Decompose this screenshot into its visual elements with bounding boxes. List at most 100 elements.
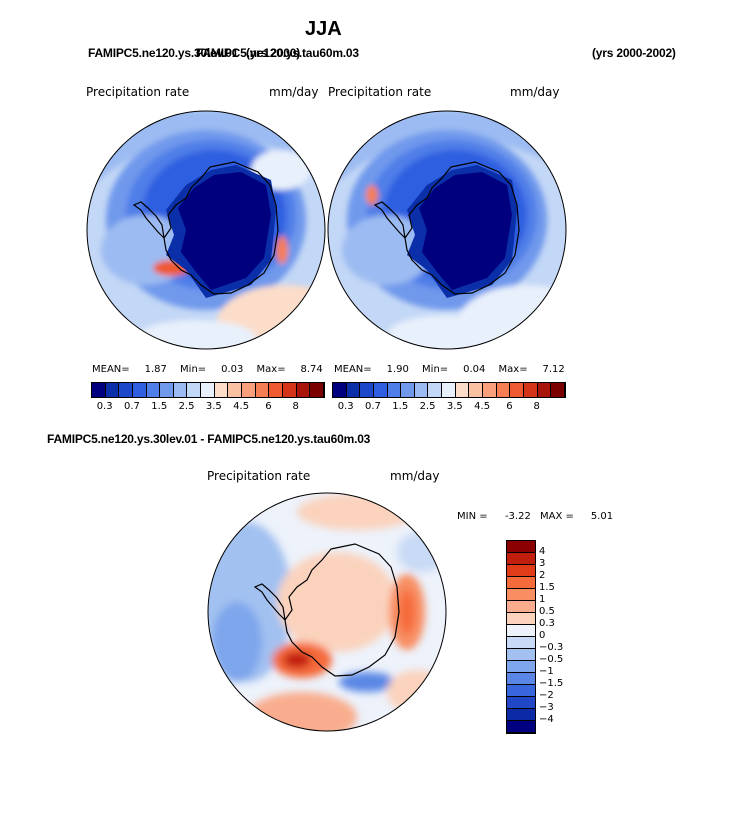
colorbar-cell — [455, 383, 470, 397]
colorbar-cell — [507, 565, 535, 577]
colorbar-cell — [360, 383, 374, 397]
colorbar-panel1: 0.3 0.7 1.5 2.5 3.5 4.5 6 8 — [91, 382, 325, 412]
colorbar-cell — [496, 383, 511, 397]
diff-min-label: MIN = — [457, 511, 488, 522]
colorbar-diff-ticks: 4 3 2 1.5 1 0.5 0.3 0 −0.3 −0.5 −1 −1.5 −2 −3 −4 — [539, 540, 579, 732]
colorbar-diff-cells — [506, 540, 536, 734]
colorbar-cell — [510, 383, 524, 397]
case-name-b: FAMIPC5.ne120.ys.tau60m.03 — [196, 46, 359, 60]
colorbar-tick-label: 2.5 — [419, 401, 436, 412]
colorbar-tick-label: 6 — [265, 401, 272, 412]
colorbar-cell — [282, 383, 297, 397]
colorbar-tick-label: 1 — [539, 594, 546, 605]
colorbar-cell — [507, 649, 535, 661]
panel2-max: 7.12 — [542, 364, 565, 375]
map-panel-2 — [327, 110, 567, 350]
colorbar-tick-label: 4 — [539, 546, 546, 557]
diff-title: FAMIPC5.ne120.ys.30lev.01 - FAMIPC5.ne12… — [47, 432, 371, 446]
colorbar-cell — [507, 637, 535, 649]
case-years: (yrs 2000-2002) — [592, 46, 676, 60]
colorbar-cell — [269, 383, 283, 397]
panel1-stats: MEAN= 1.87 Min= 0.03 Max= 8.74 — [92, 364, 323, 375]
colorbar-cell — [507, 721, 535, 733]
colorbar-tick-label: 0.3 — [96, 401, 113, 412]
colorbar-cell — [507, 553, 535, 565]
colorbar-cell — [507, 709, 535, 721]
map-panel-1 — [86, 110, 326, 350]
colorbar-cell — [507, 577, 535, 589]
colorbar-tick-label: 6 — [506, 401, 513, 412]
diff-variable: Precipitation rate — [207, 469, 311, 483]
panel1-max-label: Max= — [256, 364, 286, 375]
colorbar-cell — [132, 383, 147, 397]
colorbar-cell — [442, 383, 456, 397]
colorbar-tick-label: −2 — [539, 690, 554, 701]
colorbar-tick-label: 0 — [539, 630, 546, 641]
colorbar-cell — [507, 541, 535, 553]
panel2-min-label: Min= — [422, 364, 449, 375]
colorbar-panel1-ticks: 0.3 0.7 1.5 2.5 3.5 4.5 6 8 — [91, 398, 323, 412]
colorbar-panel2-cells — [332, 382, 566, 398]
colorbar-tick-label: −0.3 — [539, 642, 564, 653]
panel1-max: 8.74 — [300, 364, 323, 375]
diff-max: 5.01 — [590, 511, 614, 522]
page-title: JJA — [305, 18, 342, 40]
colorbar-tick-label: 8 — [292, 401, 299, 412]
colorbar-cell — [173, 383, 188, 397]
colorbar-cell — [507, 613, 535, 625]
colorbar-cell — [507, 685, 535, 697]
colorbar-tick-label: −1 — [539, 666, 554, 677]
case-name-a: FAMIPC5.ne120.ys.30lev.01 — [88, 46, 239, 60]
colorbar-cell — [160, 383, 174, 397]
colorbar-panel1-cells — [91, 382, 325, 398]
colorbar-cell — [228, 383, 243, 397]
colorbar-cell — [92, 383, 106, 397]
colorbar-cell — [551, 383, 565, 397]
colorbar-cell — [483, 383, 497, 397]
colorbar-diff: 4 3 2 1.5 1 0.5 0.3 0 −0.3 −0.5 −1 −1.5 −2 −3 −4 — [506, 540, 563, 734]
colorbar-cell — [387, 383, 402, 397]
colorbar-cell — [255, 383, 270, 397]
colorbar-tick-label: −0.5 — [539, 654, 564, 665]
colorbar-cell — [296, 383, 311, 397]
diff-stats: MIN = -3.22 MAX = 5.01 — [457, 511, 613, 522]
panel2-max-label: Max= — [498, 364, 528, 375]
colorbar-cell — [346, 383, 361, 397]
panel1-min: 0.03 — [221, 364, 244, 375]
colorbar-tick-label: −4 — [539, 714, 554, 725]
colorbar-cell — [187, 383, 202, 397]
colorbar-tick-label: 3.5 — [446, 401, 463, 412]
panel1-variable: Precipitation rate — [86, 85, 190, 99]
colorbar-cell — [119, 383, 133, 397]
colorbar-cell — [401, 383, 415, 397]
colorbar-cell — [428, 383, 443, 397]
panel2-mean-label: MEAN= — [334, 364, 372, 375]
diff-min: -3.22 — [504, 511, 531, 522]
panel1-units: mm/day — [269, 85, 319, 99]
colorbar-cell — [507, 661, 535, 673]
colorbar-tick-label: 0.3 — [337, 401, 354, 412]
colorbar-tick-label: 0.7 — [364, 401, 381, 412]
colorbar-cell — [507, 589, 535, 601]
panel1-min-label: Min= — [180, 364, 207, 375]
case-years-overlap: (yrs 2000) — [246, 46, 301, 60]
panel2-stats: MEAN= 1.90 Min= 0.04 Max= 7.12 — [334, 364, 565, 375]
colorbar-tick-label: 2 — [539, 570, 546, 581]
colorbar-tick-label: 8 — [533, 401, 540, 412]
colorbar-cell — [507, 697, 535, 709]
colorbar-tick-label: 0.5 — [539, 606, 555, 617]
colorbar-tick-label: −3 — [539, 702, 554, 713]
colorbar-cell — [201, 383, 215, 397]
colorbar-tick-label: 2.5 — [178, 401, 195, 412]
colorbar-tick-label: −1.5 — [539, 678, 564, 689]
colorbar-cell — [310, 383, 324, 397]
colorbar-tick-label: 1.5 — [392, 401, 409, 412]
diff-max-label: MAX = — [540, 511, 574, 522]
colorbar-cell — [469, 383, 484, 397]
panel1-mean: 1.87 — [144, 364, 167, 375]
colorbar-tick-label: 3.5 — [205, 401, 222, 412]
colorbar-cell — [242, 383, 256, 397]
colorbar-cell — [507, 673, 535, 685]
colorbar-cell — [214, 383, 229, 397]
colorbar-cell — [523, 383, 538, 397]
